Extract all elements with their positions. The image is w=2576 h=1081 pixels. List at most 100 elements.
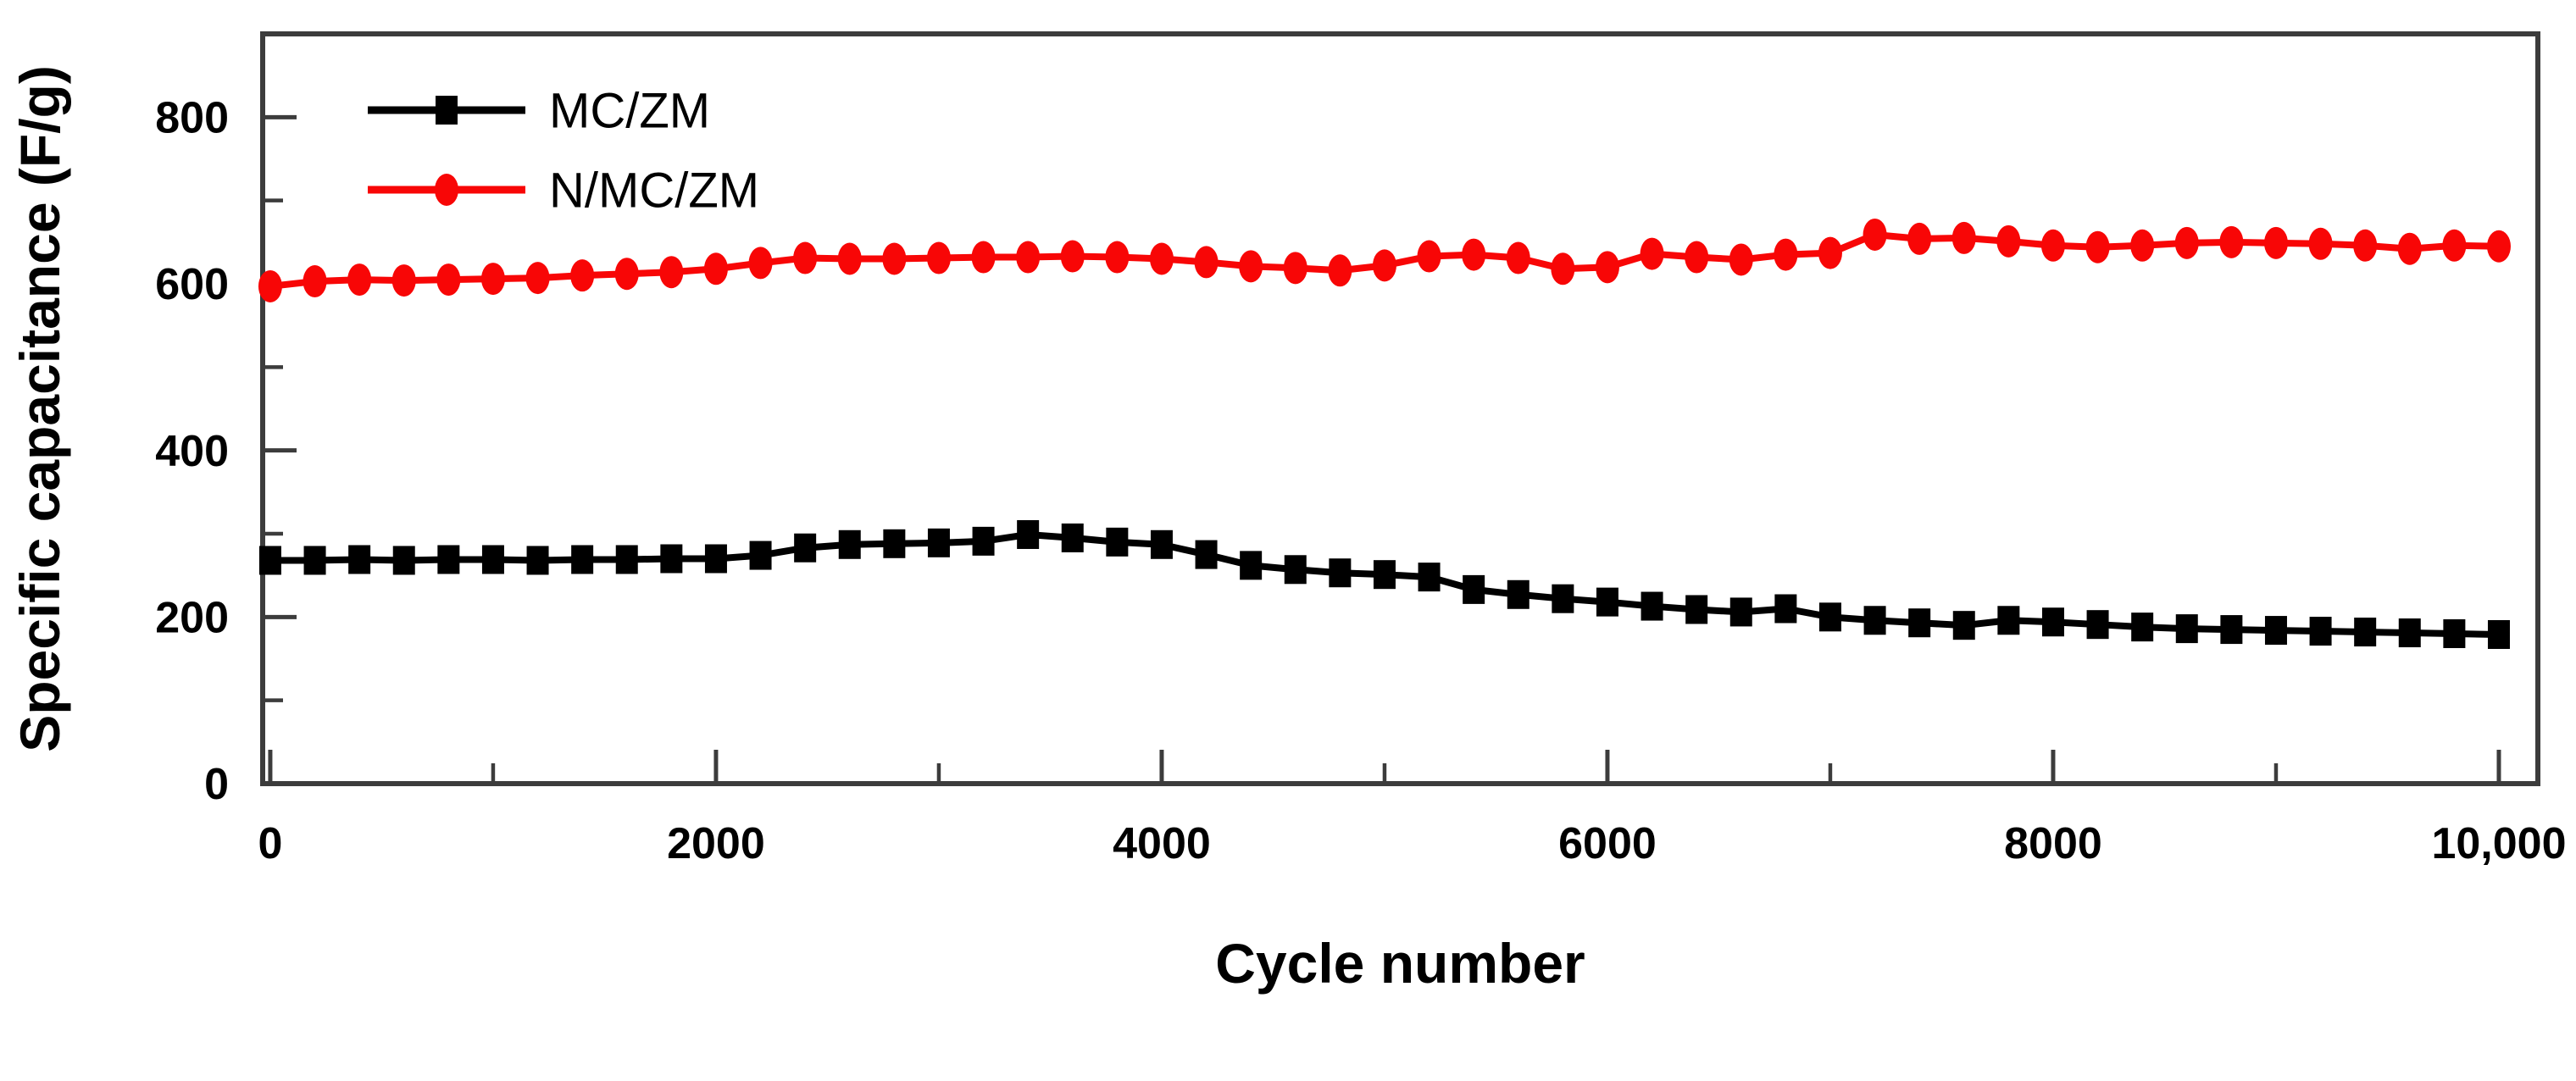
legend-item-n-mc-zm: N/MC/ZM <box>368 163 759 218</box>
data-point-marker <box>2487 619 2510 649</box>
data-point-marker <box>748 247 773 280</box>
x-tick-label: 0 <box>258 819 282 868</box>
data-point-marker <box>1283 252 1307 285</box>
data-point-marker <box>1106 527 1129 557</box>
legend-label: MC/ZM <box>549 83 710 138</box>
x-axis-title: Cycle number <box>1215 932 1585 995</box>
data-point-marker <box>1372 249 1396 282</box>
data-point-marker <box>1863 606 1886 635</box>
legend-marker <box>436 96 458 125</box>
data-point-marker <box>2131 613 2154 642</box>
data-point-marker <box>1328 254 1352 287</box>
data-point-marker <box>2309 617 2332 646</box>
data-point-marker <box>794 533 817 563</box>
data-point-marker <box>525 262 550 295</box>
data-point-marker <box>1417 240 1441 273</box>
data-point-marker <box>303 265 327 298</box>
y-tick-label: 600 <box>155 260 229 309</box>
data-point-marker <box>2442 229 2467 262</box>
y-tick-label: 800 <box>155 94 229 143</box>
legend: MC/ZM N/MC/ZM <box>368 83 759 218</box>
data-point-marker <box>1774 594 1797 624</box>
data-point-marker <box>1195 540 1218 569</box>
data-point-marker <box>1774 238 1798 271</box>
data-point-marker <box>1685 241 1709 274</box>
data-point-marker <box>1818 236 1842 269</box>
data-point-marker <box>2175 614 2198 644</box>
data-point-marker <box>1863 218 1887 251</box>
data-point-marker <box>926 241 951 274</box>
data-point-marker <box>2220 615 2243 645</box>
data-point-marker <box>1060 240 1085 273</box>
data-point-marker <box>2264 616 2287 646</box>
data-point-marker <box>571 545 594 574</box>
data-point-marker <box>1551 252 1575 285</box>
legend-label: N/MC/ZM <box>549 163 759 218</box>
legend-marker <box>435 174 458 206</box>
x-tick-label: 2000 <box>667 819 765 868</box>
data-point-marker <box>1952 611 1975 640</box>
data-point-marker <box>1284 555 1307 585</box>
data-point-marker <box>1463 574 1485 604</box>
y-axis-title: Specific capacitance (F/g) <box>8 65 71 752</box>
data-point-marker <box>1997 606 2020 635</box>
data-point-marker <box>2174 226 2199 259</box>
data-point-marker <box>1729 597 1752 627</box>
data-point-marker <box>1951 221 1976 254</box>
data-point-marker <box>883 529 906 558</box>
data-point-marker <box>526 546 549 575</box>
data-point-marker <box>437 545 460 574</box>
data-point-marker <box>2040 229 2065 262</box>
data-point-marker <box>927 528 950 557</box>
data-point-marker <box>303 546 326 575</box>
data-point-marker <box>480 263 505 296</box>
series-n-mc-zm <box>258 218 2511 302</box>
data-point-marker <box>882 242 907 275</box>
data-point-marker <box>971 241 996 274</box>
legend-item-mc-zm: MC/ZM <box>368 83 710 138</box>
data-point-marker <box>614 258 639 291</box>
data-point-marker <box>1194 246 1219 279</box>
data-point-marker <box>2085 230 2110 263</box>
data-point-marker <box>1996 225 2021 258</box>
data-point-marker <box>837 242 862 275</box>
data-point-marker <box>1239 250 1263 283</box>
data-point-marker <box>1552 584 1574 613</box>
data-point-marker <box>972 526 995 556</box>
data-point-marker <box>838 529 861 559</box>
data-point-marker <box>2041 607 2064 637</box>
data-point-marker <box>660 544 683 574</box>
data-point-marker <box>1507 579 1530 609</box>
data-point-marker <box>347 263 372 297</box>
y-tick-label: 400 <box>155 427 229 476</box>
data-point-marker <box>1061 523 1084 552</box>
data-point-marker <box>1150 529 1173 559</box>
data-point-marker <box>1016 241 1041 274</box>
data-point-marker <box>1729 243 1753 276</box>
data-point-marker <box>2486 230 2511 263</box>
data-point-marker <box>1818 602 1841 632</box>
plot-frame <box>260 31 2540 786</box>
data-point-marker <box>481 545 504 574</box>
data-point-marker <box>258 269 282 302</box>
data-point-marker <box>2353 229 2378 262</box>
series-mc-zm <box>258 519 2510 649</box>
data-point-marker <box>392 546 415 575</box>
data-point-marker <box>1640 237 1664 270</box>
data-point-marker <box>2354 618 2377 647</box>
data-point-marker <box>1641 591 1663 621</box>
data-point-marker <box>2219 225 2244 258</box>
x-tick-label: 6000 <box>1558 819 1657 868</box>
data-point-marker <box>1596 587 1618 617</box>
data-point-marker <box>391 264 416 297</box>
data-point-marker <box>1373 560 1396 590</box>
data-point-marker <box>793 241 818 274</box>
data-point-marker <box>1462 238 1486 271</box>
data-point-marker <box>348 545 371 574</box>
data-point-marker <box>749 540 772 570</box>
data-point-marker <box>2397 232 2422 265</box>
data-point-marker <box>615 545 638 574</box>
y-axis: 0 200 400 600 800 <box>155 94 297 809</box>
